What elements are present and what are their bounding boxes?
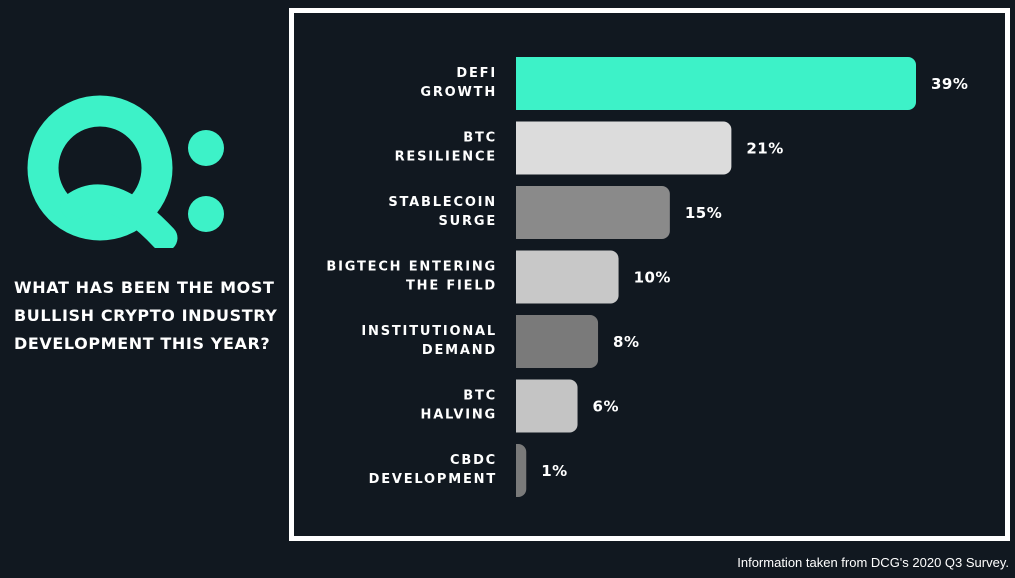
q-logo-icon — [27, 95, 224, 248]
bar-4 — [508, 315, 599, 368]
bar-3 — [508, 250, 619, 304]
value-label-5: 6% — [593, 398, 619, 416]
bar-0 — [508, 57, 916, 110]
category-label-4: INSTITUTIONAL DEMAND — [361, 324, 497, 358]
category-label-3: BIGTECH ENTERING THE FIELD — [326, 260, 497, 294]
value-label-1: 21% — [746, 140, 783, 158]
source-footnote: Information taken from DCG's 2020 Q3 Sur… — [737, 555, 1009, 570]
bar-5 — [508, 379, 578, 433]
value-label-6: 1% — [541, 462, 567, 480]
category-label-1: BTC RESILIENCE — [395, 131, 497, 165]
bar-chart: DEFI GROWTH 39% BTC RESILIENCE 21% STABLECOIN S… — [326, 56, 968, 498]
category-label-2: STABLECOIN SURGE — [388, 195, 497, 229]
category-label-5: BTC HALVING — [421, 389, 497, 423]
value-label-3: 10% — [634, 269, 671, 287]
value-label-4: 8% — [613, 333, 639, 351]
category-label-0: DEFI GROWTH — [420, 66, 497, 100]
chart-frame: DEFI GROWTH 39% BTC RESILIENCE 21% STABLECOIN S… — [289, 8, 1010, 541]
question-heading: WHAT HAS BEEN THE MOST BULLISH CRYPTO IN… — [14, 278, 278, 353]
bar-2 — [508, 186, 670, 239]
category-label-6: CBDC DEVELOPMENT — [369, 453, 497, 487]
bar-1 — [508, 121, 732, 175]
value-label-2: 15% — [685, 204, 722, 222]
value-label-0: 39% — [931, 75, 968, 93]
